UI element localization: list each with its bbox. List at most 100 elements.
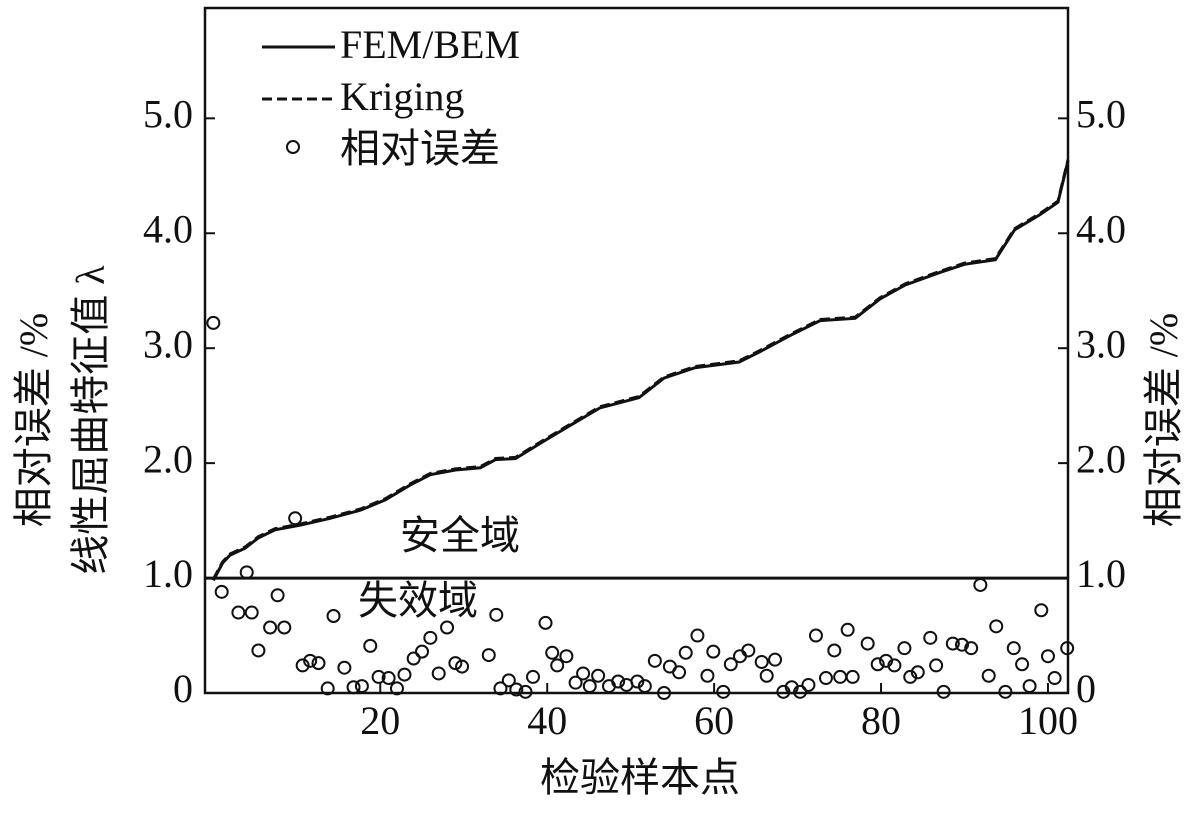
scatter-point [326, 608, 341, 623]
scatter-point [754, 654, 769, 669]
scatter-point [833, 669, 848, 684]
scatter-point [251, 643, 266, 658]
scatter-point [964, 641, 979, 656]
scatter-point [998, 684, 1013, 699]
scatter-point [732, 649, 747, 664]
scatter-point [706, 644, 721, 659]
line [212, 160, 1070, 582]
scatter-point [550, 658, 565, 673]
scatter-point [381, 671, 396, 686]
scatter-point [672, 665, 687, 680]
scatter-point [582, 679, 597, 694]
scatter-point [1047, 671, 1062, 686]
y2-axis-label: 相对误差 /% [1141, 313, 1186, 527]
scatter-point [303, 653, 318, 668]
scatter-point [1006, 641, 1021, 656]
scatter-point [808, 628, 823, 643]
scatter-point [741, 643, 756, 658]
scatter-point [690, 628, 705, 643]
x-tick-label: 80 [861, 698, 901, 743]
scatter-point [239, 565, 254, 580]
line [212, 159, 1070, 580]
legend-label: 相对误差 [340, 126, 500, 171]
y-axis-label: 相对误差 /% [11, 313, 56, 527]
scatter-point [700, 668, 715, 683]
scatter-point [481, 648, 496, 663]
scatter-point [311, 656, 326, 671]
scatter-point [870, 657, 885, 672]
scatter-point [440, 620, 455, 635]
x-tick-label: 40 [527, 698, 567, 743]
scatter-point [989, 619, 1004, 634]
annotation: 失效域 [358, 578, 478, 623]
scatter-point [423, 630, 438, 645]
scatter-point [576, 666, 591, 681]
y-tick-label: 5.0 [143, 92, 193, 137]
scatter-point [206, 315, 221, 330]
scatter-point [1040, 649, 1055, 664]
plot-frame [203, 6, 1070, 695]
y2-tick-label: 5.0 [1076, 92, 1126, 137]
scatter-point [887, 658, 902, 673]
scatter-point [518, 684, 533, 699]
y-axis-label: 线性屈曲特征值 λ [68, 265, 113, 575]
scatter-point [1015, 657, 1030, 672]
scatter-point [389, 681, 404, 696]
scatter-point [545, 645, 560, 660]
y-tick-label: 3.0 [143, 321, 193, 366]
scatter-point [526, 669, 541, 684]
scatter-point [840, 622, 855, 637]
scatter-point [910, 665, 925, 680]
scatter-point [538, 615, 553, 630]
legend-marker [286, 140, 300, 154]
legend-label: FEM/BEM [340, 22, 520, 67]
scatter-point [363, 638, 378, 653]
scatter-point [509, 682, 524, 697]
scatter-point [320, 681, 335, 696]
scatter-point [903, 669, 918, 684]
scatter-point [448, 656, 463, 671]
scatter-point [897, 641, 912, 656]
scatter-point [945, 636, 960, 651]
scatter-point [371, 669, 386, 684]
x-axis-label: 检验样本点 [540, 755, 740, 800]
scatter-point [611, 674, 626, 689]
y2-tick-label: 2.0 [1076, 436, 1126, 481]
scatter-point [288, 511, 303, 526]
scatter-point [845, 669, 860, 684]
scatter-point [397, 667, 412, 682]
scatter-point [657, 686, 672, 700]
scatter-point [415, 644, 430, 659]
scatter-point [723, 657, 738, 672]
scatter-point [277, 620, 292, 635]
y-tick-label: 4.0 [143, 206, 193, 251]
x-tick-label: 60 [694, 698, 734, 743]
y-tick-label: 2.0 [143, 436, 193, 481]
scatter-point [214, 584, 229, 599]
scatter-point [591, 668, 606, 683]
scatter-point [568, 675, 583, 690]
y2-tick-label: 0 [1076, 666, 1096, 711]
scatter-point [270, 588, 285, 603]
scatter-point [818, 671, 833, 686]
y-tick-label: 0 [173, 666, 193, 711]
scatter-point [354, 679, 369, 694]
x-tick-label: 20 [360, 698, 400, 743]
y2-tick-label: 4.0 [1076, 206, 1126, 251]
scatter-point [929, 658, 944, 673]
scatter-point [346, 680, 361, 695]
scatter-point [678, 645, 693, 660]
scatter-point [955, 637, 970, 652]
scatter-point [337, 660, 352, 675]
scatter-point [630, 674, 645, 689]
scatter-point [1022, 679, 1037, 694]
scatter-point [637, 679, 652, 694]
scatter-point [1060, 641, 1075, 656]
x-tick-label: 100 [1018, 698, 1078, 743]
scatter-point [647, 653, 662, 668]
scatter-point [759, 668, 774, 683]
scatter-point [263, 620, 278, 635]
scatter-point [793, 684, 808, 699]
y2-tick-label: 1.0 [1076, 551, 1126, 596]
